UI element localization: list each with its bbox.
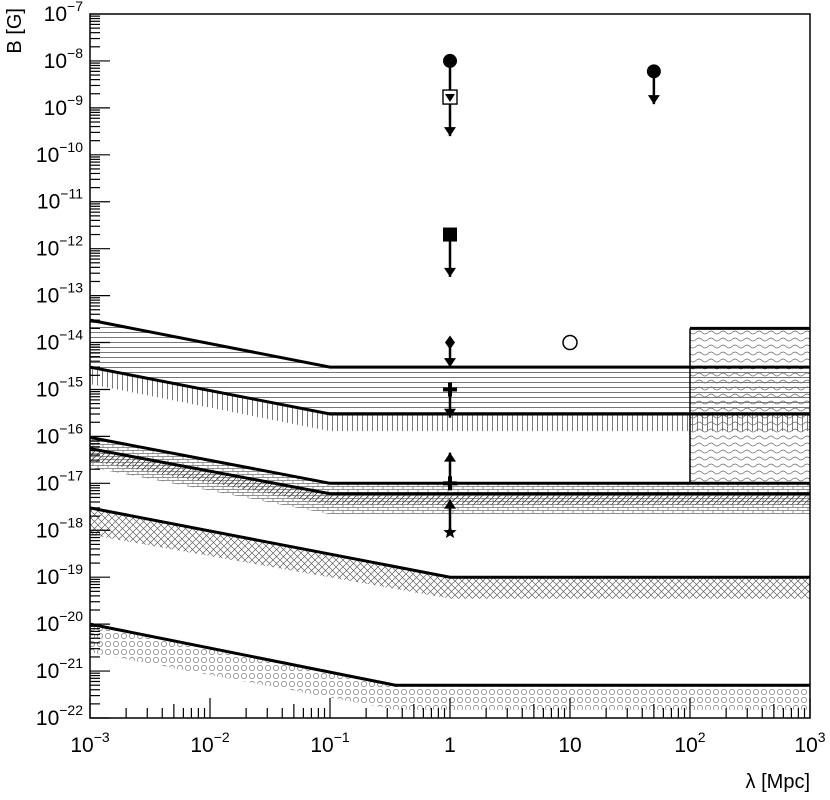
y-tick-label: 10−9	[44, 92, 84, 120]
arrow-head	[444, 499, 456, 509]
band-f-fill	[90, 624, 810, 710]
x-tick-label: 10−3	[70, 729, 110, 757]
y-tick-label: 10−22	[36, 702, 83, 730]
band-e-bound-line	[89, 506, 810, 579]
y-tick-label: 10−21	[36, 655, 83, 683]
band-c-bound-line	[89, 435, 810, 485]
x-tick-label: 10−2	[190, 729, 230, 757]
arrow-head	[444, 127, 456, 137]
marker-open-circle	[562, 334, 578, 351]
arrow-head	[444, 358, 456, 368]
x-axis-title: λ [Mpc]	[746, 771, 810, 793]
y-tick-label: 10−12	[36, 233, 83, 261]
marker-diamond	[445, 335, 455, 350]
band-d-bound-line	[89, 447, 810, 496]
band-e-fill	[90, 507, 810, 599]
band-d-fill	[90, 448, 810, 505]
marker-cross-v	[448, 476, 452, 491]
band-a-fill	[90, 320, 810, 414]
y-tick-label: 10−13	[36, 280, 83, 308]
x-axis: 10−3 10−2 10−1 1 10 102 103	[70, 698, 826, 757]
box-g-fill	[690, 328, 810, 484]
x-tick-label: 10	[558, 734, 581, 757]
x-tick-label: 10−1	[310, 729, 350, 757]
y-tick-label: 10−11	[37, 186, 83, 214]
band-b-bound-line	[89, 365, 810, 416]
y-tick-label: 10−17	[36, 467, 83, 495]
arrow-head	[444, 452, 456, 462]
data-markers	[442, 53, 661, 539]
y-tick-label: 10−18	[36, 514, 83, 542]
band-f-bound-line	[89, 622, 810, 687]
x-tick-label: 102	[674, 729, 705, 757]
y-axis: 10−7 10−8 10−9 10−10 10−11 10−12 10−13 10−14 10−…	[36, 0, 110, 730]
y-tick-label: 10−16	[36, 420, 83, 448]
band-a-bound-line	[89, 318, 810, 369]
marker-filled-square	[443, 227, 457, 242]
y-tick-label: 10−19	[36, 561, 83, 589]
arrow-head	[647, 95, 660, 105]
bound-regions	[89, 318, 810, 710]
y-tick-label: 10−10	[36, 139, 83, 167]
y-tick-label: 10−8	[44, 45, 84, 73]
marker-filled-circle	[646, 64, 661, 79]
x-tick-label: 103	[794, 729, 825, 757]
marker-filled-circle	[443, 53, 457, 68]
marker-star	[443, 525, 457, 539]
arrow-head	[444, 408, 456, 418]
marker-open-square-triangle-inner	[445, 94, 455, 103]
x-tick-label: 1	[444, 734, 456, 757]
y-tick-label: 10−15	[36, 373, 83, 401]
y-tick-label: 10−20	[36, 608, 83, 636]
arrow-head	[444, 267, 456, 277]
marker-cross-v	[448, 382, 452, 397]
y-axis-title: B [G]	[4, 8, 26, 54]
y-tick-label: 10−14	[36, 327, 83, 355]
y-tick-label: 10−7	[44, 0, 84, 26]
